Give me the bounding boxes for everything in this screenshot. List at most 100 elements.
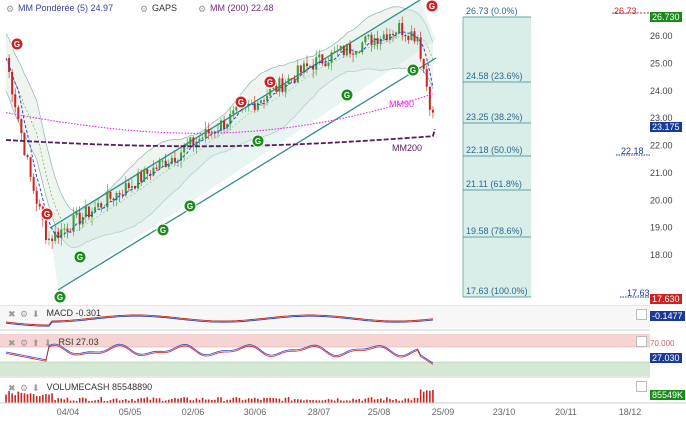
volume-bar	[244, 399, 247, 403]
candle	[118, 192, 121, 195]
candle	[339, 45, 342, 51]
indicator-wma[interactable]: ⚙ MM Pondérée (5) 24.97	[6, 3, 113, 15]
gap-marker[interactable]	[406, 63, 420, 77]
gear-icon[interactable]: ⚙	[20, 383, 29, 393]
volume-bar	[177, 398, 179, 403]
candle	[349, 43, 351, 54]
gear-icon[interactable]: ⚙	[140, 4, 149, 14]
arrow-down-icon[interactable]: ⬇	[44, 338, 52, 348]
candle	[306, 63, 308, 67]
volume-bar	[198, 399, 201, 403]
volume-bar	[121, 399, 124, 403]
candle	[20, 119, 23, 134]
volume-bar	[69, 400, 72, 403]
volume-bar	[343, 400, 345, 403]
gap-marker[interactable]	[53, 290, 67, 304]
macd-panel[interactable]	[0, 305, 650, 328]
volume-bar	[306, 399, 308, 403]
volume-panel[interactable]	[0, 376, 650, 403]
volume-bar	[404, 398, 407, 403]
volume-bar	[48, 394, 50, 403]
candle	[232, 110, 235, 114]
volume-bar	[263, 397, 265, 403]
candle	[392, 33, 394, 35]
mm90-label: MM90	[389, 99, 415, 109]
volume-bar	[118, 400, 121, 403]
volume-bar	[257, 398, 259, 403]
mm200-line	[5, 128, 436, 148]
candle	[54, 231, 57, 241]
candle	[253, 103, 256, 110]
mm90-line	[5, 93, 434, 134]
volume-bar	[5, 394, 7, 403]
candle	[115, 192, 118, 201]
gap-marker[interactable]	[234, 95, 248, 109]
candle	[315, 57, 318, 70]
candle	[75, 212, 78, 216]
volume-bar	[352, 398, 354, 403]
volume-bar	[349, 400, 351, 403]
rsi-header[interactable]: ✖ ⚙ ⬆ ⬇ RSI 27.03	[8, 337, 99, 349]
volume-bar	[281, 400, 284, 403]
close-icon[interactable]: ✖	[8, 383, 16, 393]
volume-bar	[370, 397, 373, 403]
rsi-checkbox[interactable]	[636, 336, 647, 347]
candle	[112, 198, 115, 201]
volume-bar	[81, 397, 84, 403]
volume-bar	[269, 397, 271, 403]
volume-bar	[293, 399, 296, 403]
arrow-down-icon[interactable]: ⬇	[32, 383, 40, 393]
gap-marker[interactable]	[263, 75, 277, 89]
price-tick-label: 24.00	[650, 86, 673, 96]
volume-bar	[78, 398, 81, 403]
last-price-badge: 26.730	[650, 12, 682, 22]
macd-line	[5, 314, 433, 326]
volume-bar	[364, 398, 367, 403]
volume-checkbox[interactable]	[636, 381, 647, 392]
gap-marker[interactable]	[40, 207, 54, 221]
volume-bar	[416, 398, 419, 403]
gap-marker[interactable]	[10, 37, 24, 51]
gap-marker[interactable]	[156, 223, 170, 237]
volume-bar	[312, 400, 314, 403]
gap-marker[interactable]	[73, 250, 87, 264]
candle	[44, 219, 47, 241]
date-tick-label: 25/09	[432, 407, 455, 417]
volume-header[interactable]: ✖ ⚙ ⬇ VOLUMECASH 85548890	[8, 382, 152, 394]
arrow-up-icon[interactable]: ⬆	[32, 338, 40, 348]
gap-marker[interactable]	[340, 88, 354, 102]
gear-icon[interactable]: ⚙	[6, 4, 15, 14]
candle	[376, 38, 379, 45]
gap-marker-label: G	[267, 78, 273, 87]
macd-header[interactable]: ✖ ⚙ ⬇ MACD -0.301	[8, 308, 101, 320]
gap-marker-label: G	[429, 2, 435, 11]
close-icon[interactable]: ✖	[8, 338, 16, 348]
candle	[342, 45, 345, 56]
candle	[413, 31, 416, 42]
volume-bar	[287, 397, 290, 403]
candle	[51, 238, 54, 241]
fib-label: 24.58 (23.6%)	[466, 71, 523, 81]
volume-bar	[29, 393, 32, 403]
volume-bar	[109, 400, 112, 403]
rsi-panel[interactable]	[0, 329, 650, 376]
candle	[229, 113, 232, 125]
gear-icon[interactable]: ⚙	[20, 338, 29, 348]
current-price-badge: 23.175	[650, 122, 682, 132]
candle	[422, 58, 425, 70]
close-icon[interactable]: ✖	[8, 309, 16, 319]
wma-name: MM Pondérée (5)	[18, 3, 89, 13]
volume-bar	[85, 398, 87, 403]
channel-lower	[57, 57, 437, 291]
gear-icon[interactable]: ⚙	[20, 309, 29, 319]
macd-checkbox[interactable]	[636, 309, 647, 320]
price-chart[interactable]: 26.73 (0.0%) 24.58 (23.6%) 23.25 (38.2%) 22…	[5, 0, 531, 304]
gap-marker[interactable]	[251, 134, 265, 148]
indicator-gaps[interactable]: ⚙ GAPS	[140, 3, 177, 15]
arrow-down-icon[interactable]: ⬇	[32, 309, 40, 319]
indicator-mm200[interactable]: ⚙ MM (200) 22.48	[198, 3, 274, 15]
volume-value: 85548890	[112, 382, 153, 392]
gear-icon[interactable]: ⚙	[198, 4, 207, 14]
gap-marker[interactable]	[425, 0, 439, 13]
gap-marker[interactable]	[183, 199, 197, 213]
